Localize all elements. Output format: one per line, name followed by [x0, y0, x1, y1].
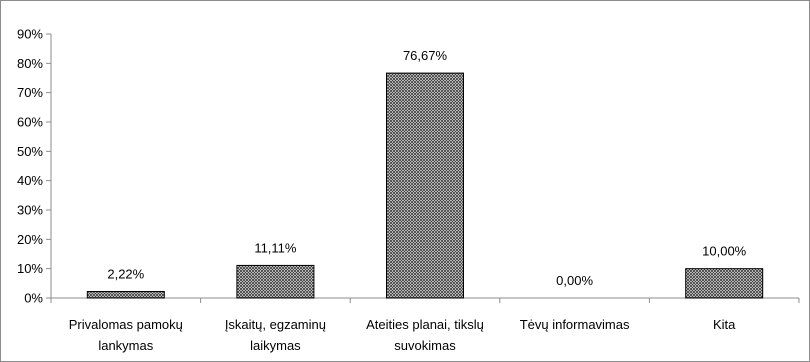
data-label: 76,67%	[403, 48, 448, 63]
x-tick-label: Kita	[713, 317, 736, 332]
x-tick-label: Privalomas pamokų	[69, 317, 183, 332]
bar	[86, 290, 165, 299]
x-tick-label: Įskaitų, egzaminų	[225, 317, 326, 332]
axes: 0% 10% 20% 30% 40% 50% 60% 70% 80% 90%	[17, 27, 800, 306]
y-tick-label: 70%	[17, 85, 43, 100]
x-tick-label: lankymas	[98, 338, 153, 353]
data-label: 11,11%	[254, 240, 297, 255]
y-tick-label: 30%	[17, 203, 43, 218]
bar	[386, 72, 464, 299]
x-tick-label: Tėvų informavimas	[520, 317, 630, 332]
y-tick-label: 80%	[17, 56, 43, 71]
data-label: 10,00%	[702, 244, 747, 259]
labels: 2,22% Privalomas pamokų lankymas 11,11% Įska…	[69, 48, 747, 353]
data-label: 2,22%	[107, 266, 144, 281]
y-tick-label: 90%	[17, 27, 43, 42]
y-tick-label: 50%	[17, 144, 43, 159]
data-label: 0,00%	[556, 273, 593, 288]
y-tick-label: 60%	[17, 115, 43, 130]
x-tick-label: Ateities planai, tikslų	[366, 317, 484, 332]
y-tick-label: 40%	[17, 173, 43, 188]
y-tick-label: 20%	[17, 232, 43, 247]
x-tick-label: laikymas	[250, 338, 301, 353]
bar	[685, 268, 764, 299]
x-tick-label: suvokimas	[394, 338, 456, 353]
y-tick-label: 10%	[17, 261, 43, 276]
bar	[236, 264, 315, 299]
y-tick-label: 0%	[24, 291, 43, 306]
bars	[86, 72, 764, 299]
